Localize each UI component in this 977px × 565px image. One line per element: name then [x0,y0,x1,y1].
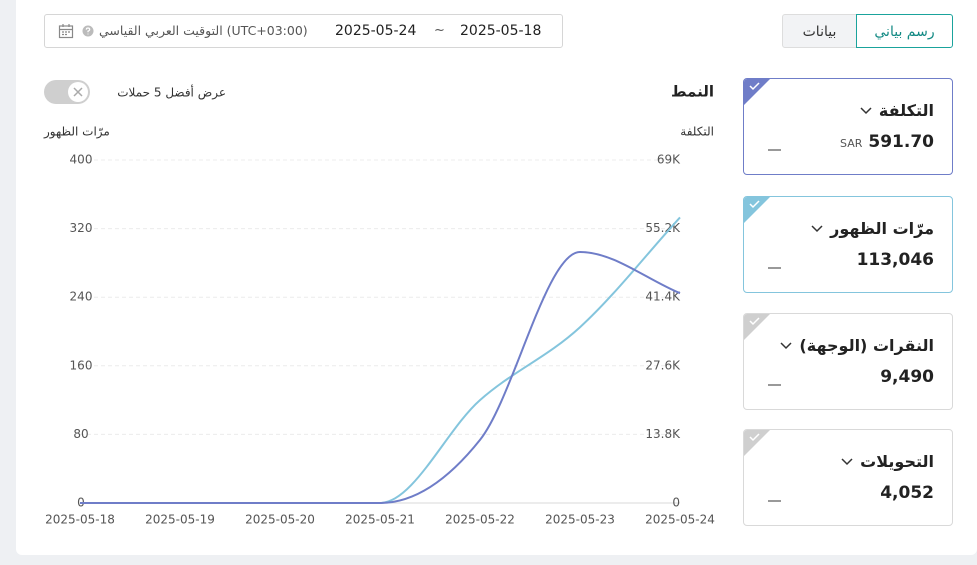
y-axis-label: مرّات الظهور [43,125,110,140]
date-end[interactable]: 2025-05-24 [335,23,417,39]
placeholder-dash [768,149,781,151]
metric-label: مرّات الظهور [830,219,934,238]
x-tick-label: 2025-05-18 [45,513,115,527]
metric-unit: SAR [840,137,863,150]
tab-active[interactable]: رسم بياني [856,14,953,48]
select-corner[interactable] [744,197,770,223]
y2-tick-label: 69K [657,153,681,167]
metric-value: 4,052 [880,483,934,503]
x-tick-label: 2025-05-20 [245,513,315,527]
metric-label: التحويلات [860,452,934,471]
placeholder-dash [768,384,781,386]
tab[interactable]: بيانات [782,14,857,48]
select-corner[interactable] [744,314,770,340]
dropdown-chevron[interactable] [841,458,853,466]
placeholder-dash [768,267,781,269]
select-corner[interactable] [744,79,770,105]
x-tick-label: 2025-05-24 [645,513,715,527]
placeholder-dash [768,500,781,502]
x-tick-label: 2025-05-22 [445,513,515,527]
metric-label: النقرات (الوجهة) [799,336,934,355]
toggle[interactable] [44,80,90,104]
toggle-icon [73,87,83,97]
check-icon [749,433,760,442]
toggle-label: عرض أفضل 5 حملات [117,85,226,101]
check-icon [749,200,760,209]
chevron [780,342,792,350]
metric-card[interactable]: التكلفة 591.70 SAR [743,78,953,175]
dropdown-chevron[interactable] [860,107,872,115]
series-line [80,216,681,505]
x-tick-label: 2025-05-21 [345,513,415,527]
metric-value: 9,490 [880,367,934,387]
y-tick-label: 320 [70,221,93,235]
y-tick-label: 80 [73,427,88,441]
y2-tick-label: 13.8K [645,427,681,441]
metric-card[interactable]: التحويلات 4,052 [743,429,953,526]
help-icon[interactable] [82,25,94,37]
y2-tick-label: 0 [672,496,680,510]
corner-fill [744,197,770,223]
metric-value: 113,046 [856,250,934,270]
y2-tick-label: 41.4K [645,290,681,304]
check-icon [749,82,760,91]
metric-label: التكلفة [878,101,934,120]
chevron [841,458,853,466]
chevron [811,225,823,233]
check-icon [749,317,760,326]
series-line [80,250,681,505]
select-corner[interactable] [744,430,770,456]
x-tick-label: 2025-05-19 [145,513,215,527]
timezone: (UTC+03:00) التوقيت العربي القياسي [99,23,308,38]
metric-card[interactable]: مرّات الظهور 113,046 [743,196,953,293]
y-tick-label: 160 [70,358,93,372]
corner-fill [744,79,770,105]
date-separator: ~ [434,23,445,38]
x-tick-label: 2025-05-23 [545,513,615,527]
calendar-icon [58,24,74,39]
dropdown-chevron[interactable] [811,225,823,233]
y2-axis-label: التكلفة [680,125,714,139]
date-start[interactable]: 2025-05-18 [460,23,542,39]
corner-fill [744,430,770,456]
dropdown-chevron[interactable] [780,342,792,350]
y2-tick-label: 55.2K [645,221,681,235]
date-picker[interactable]: (UTC+03:00) التوقيت العربي القياسي 2025-… [44,14,563,48]
metric-value: 591.70 [868,132,934,152]
metric-card[interactable]: النقرات (الوجهة) 9,490 [743,313,953,410]
corner-fill [744,314,770,340]
y-tick-label: 400 [70,153,93,167]
y2-tick-label: 27.6K [645,358,681,372]
chevron [860,107,872,115]
section-title: النمط [671,83,714,101]
y-tick-label: 240 [70,290,93,304]
